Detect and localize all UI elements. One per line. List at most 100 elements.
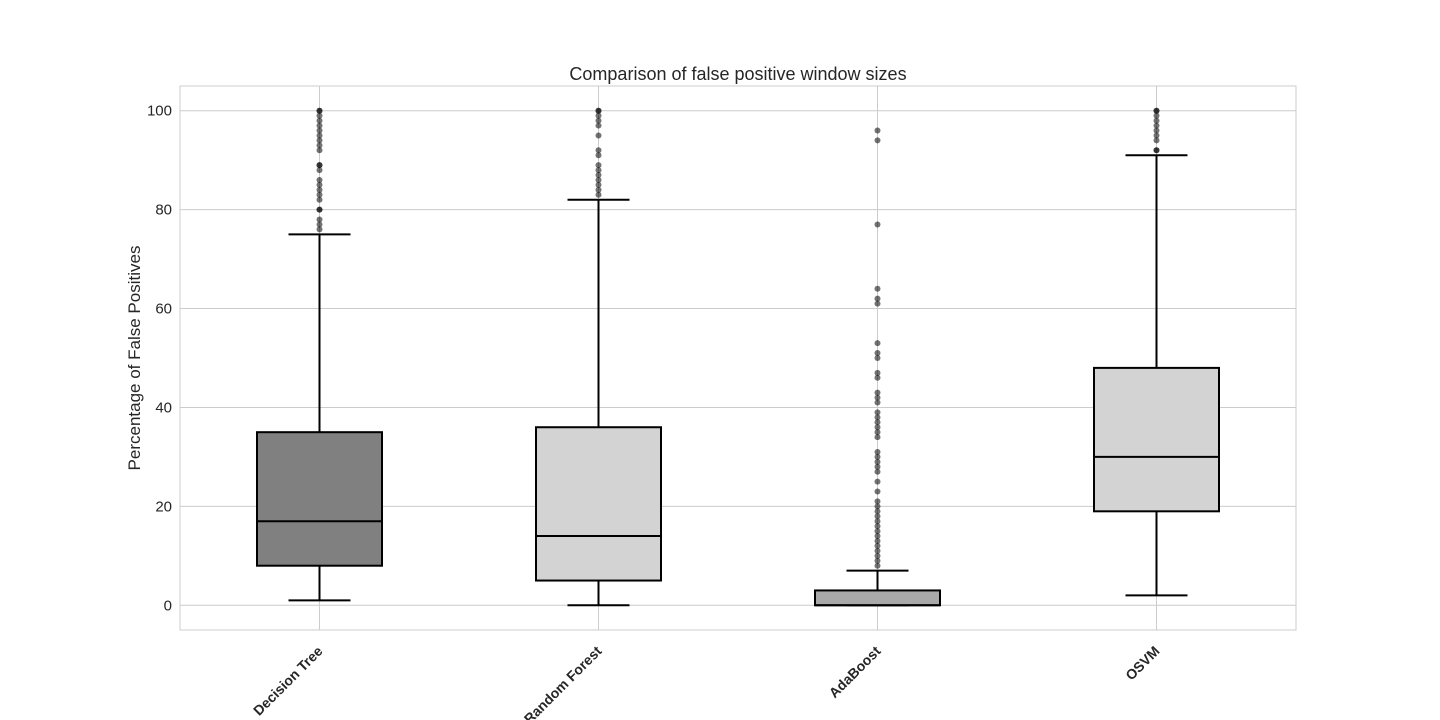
outlier-point	[595, 176, 602, 183]
outlier-point	[595, 172, 602, 179]
iqr-box	[535, 426, 662, 582]
outlier-point	[595, 162, 602, 169]
outlier-point	[595, 186, 602, 193]
outlier-point	[316, 196, 323, 203]
outlier-point	[595, 191, 602, 198]
outlier-point	[316, 137, 323, 144]
outlier-point	[874, 552, 881, 559]
outlier-point	[316, 107, 323, 114]
outlier-point	[874, 221, 881, 228]
y-tick-label: 0	[164, 597, 172, 614]
outlier-point	[1153, 107, 1160, 114]
box-series	[256, 107, 1220, 607]
plot-area-frame	[179, 85, 1297, 631]
outlier-point	[595, 132, 602, 139]
x-axis-ticks: Decision Tree Random Forest AdaBoost OSVM	[250, 643, 1163, 720]
outlier-point	[316, 147, 323, 154]
outlier-point	[874, 537, 881, 544]
outlier-point	[874, 542, 881, 549]
outlier-point	[316, 117, 323, 124]
x-tick-label: OSVM	[1122, 643, 1162, 683]
outlier-point	[874, 374, 881, 381]
outlier-point	[874, 508, 881, 515]
outlier-point	[316, 162, 323, 169]
iqr-box	[814, 589, 941, 607]
outlier-point	[1153, 112, 1160, 119]
outlier-point	[316, 216, 323, 223]
outlier-point	[874, 468, 881, 475]
outlier-point	[316, 127, 323, 134]
outlier-point	[316, 191, 323, 198]
outlier-point	[874, 137, 881, 144]
outlier-point	[316, 181, 323, 188]
outlier-point	[1153, 122, 1160, 129]
outlier-point	[316, 221, 323, 228]
outlier-point	[874, 523, 881, 530]
outlier-point	[874, 389, 881, 396]
outlier-point	[316, 132, 323, 139]
outlier-point	[874, 458, 881, 465]
outlier-point	[874, 399, 881, 406]
outlier-point	[874, 547, 881, 554]
chart-title: Comparison of false positive window size…	[569, 64, 906, 84]
outlier-point	[874, 419, 881, 426]
outlier-point	[874, 488, 881, 495]
outlier-point	[874, 424, 881, 431]
outlier-point	[874, 518, 881, 525]
outlier-point	[316, 186, 323, 193]
box-adaboost	[814, 127, 941, 607]
x-tick-label: Decision Tree	[250, 643, 326, 719]
y-axis-label: Percentage of False Positives	[125, 246, 144, 471]
outlier-point	[874, 340, 881, 347]
outlier-point	[1153, 147, 1160, 154]
outlier-point	[316, 206, 323, 213]
outlier-point	[874, 533, 881, 540]
outlier-point	[874, 369, 881, 376]
x-tick-label: AdaBoost	[826, 643, 884, 701]
outlier-point	[874, 414, 881, 421]
outlier-point	[1153, 117, 1160, 124]
outlier-point	[316, 176, 323, 183]
outlier-point	[874, 528, 881, 535]
outlier-point	[316, 167, 323, 174]
outlier-point	[595, 147, 602, 154]
outlier-point	[874, 503, 881, 510]
outlier-point	[874, 557, 881, 564]
outlier-point	[874, 127, 881, 134]
outlier-point	[874, 513, 881, 520]
x-tick-label: Random Forest	[521, 643, 605, 720]
outlier-point	[874, 409, 881, 416]
outlier-point	[595, 152, 602, 159]
iqr-box	[1093, 366, 1220, 513]
y-tick-label: 60	[155, 301, 172, 318]
outlier-point	[874, 300, 881, 307]
outlier-point	[874, 562, 881, 569]
outlier-point	[874, 434, 881, 441]
box-osvm	[1093, 107, 1220, 597]
outlier-point	[595, 117, 602, 124]
outlier-point	[874, 463, 881, 470]
outlier-point	[874, 394, 881, 401]
outlier-point	[874, 295, 881, 302]
outlier-point	[874, 429, 881, 436]
outlier-point	[874, 355, 881, 361]
y-tick-label: 40	[155, 399, 172, 416]
iqr-box	[256, 431, 383, 567]
box-decision-tree	[256, 107, 383, 602]
y-axis-ticks: 0 20 40 60 80 100	[147, 103, 172, 615]
outlier-point	[874, 453, 881, 460]
outlier-point	[874, 448, 881, 455]
outlier-point	[595, 122, 602, 129]
outlier-point	[316, 122, 323, 129]
outlier-point	[1153, 127, 1160, 134]
box-random-forest	[535, 107, 662, 607]
outlier-point	[874, 478, 881, 485]
outlier-point	[1153, 132, 1160, 139]
outlier-point	[316, 142, 323, 149]
outlier-point	[874, 350, 881, 357]
y-tick-label: 20	[155, 498, 172, 515]
outlier-point	[595, 107, 602, 114]
outlier-point	[595, 112, 602, 119]
y-tick-label: 100	[147, 103, 172, 120]
